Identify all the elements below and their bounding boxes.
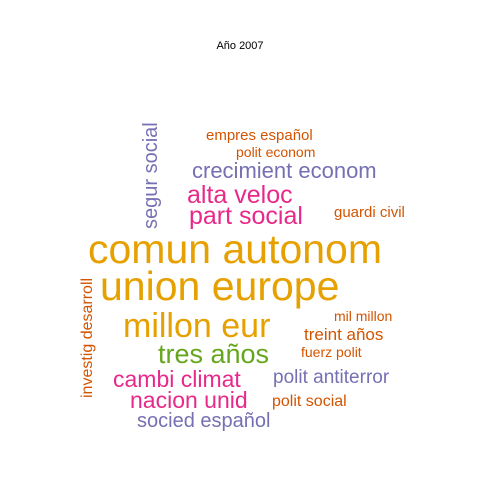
word-nacion-unid: nacion unid: [130, 387, 248, 413]
word-empres-espanol: empres español: [206, 127, 313, 144]
word-alta-veloc: alta veloc: [187, 181, 293, 209]
word-socied-espanol: socied español: [137, 410, 271, 432]
chart-title: Año 2007: [216, 40, 264, 52]
word-polit-antiterror: polit antiterror: [273, 367, 390, 388]
word-segur-social: segur social: [140, 122, 162, 229]
word-fuerz-polit: fuerz polit: [301, 344, 362, 360]
word-treint-anos: treint años: [304, 325, 384, 344]
word-polit-social: polit social: [272, 393, 347, 410]
word-tres-anos: tres años: [158, 339, 270, 369]
word-union-europe: union europe: [100, 263, 340, 309]
word-part-social: part social: [189, 202, 303, 230]
word-investig-desarroll: investig desarroll: [79, 277, 96, 398]
word-comun-autonom: comun autonom: [88, 226, 383, 272]
word-cambi-climat: cambi climat: [113, 366, 241, 392]
word-crecimient-econom: crecimient econom: [192, 158, 377, 183]
word-guardi-civil: guardi civil: [334, 204, 405, 221]
word-mil-millon: mil millon: [334, 308, 393, 324]
word-polit-econom: polit econom: [236, 144, 316, 160]
word-millon-eur: millon eur: [123, 307, 271, 345]
